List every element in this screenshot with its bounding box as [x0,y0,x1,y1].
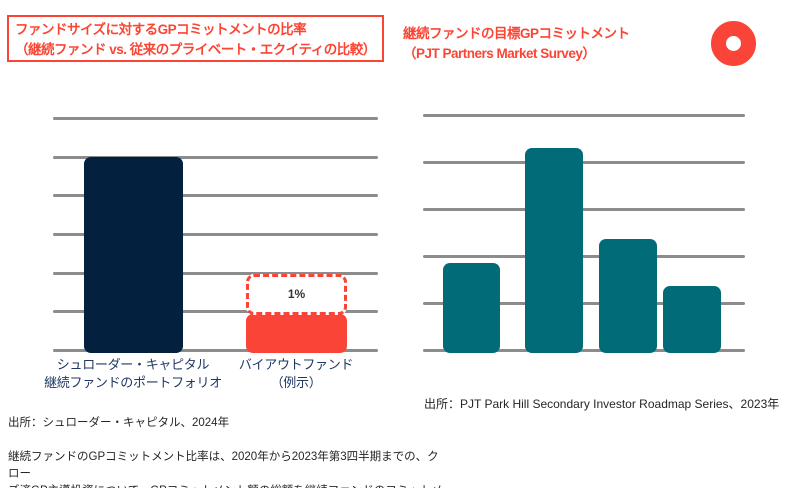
gridline [53,194,378,198]
red-donut-logo-icon [711,21,756,66]
left-chart-bar2-label: バイアウトファンド （例示） [236,356,356,392]
left-chart-source: 出所：シュローダー・キャピタル、2024年 [8,417,230,429]
gridline [53,271,378,275]
gridline [53,310,378,314]
right-chart-title: 継続ファンドの目標GPコミットメント （PJT Partners Market … [397,21,693,63]
survey-bar-3 [599,238,657,353]
gridline [423,302,745,305]
gridline [423,349,745,352]
left-chart-title: ファンドサイズに対するGPコミットメントの比率 （継続ファンド vs. 従来のプ… [7,15,384,62]
bar2-label-line2: （例示） [270,375,322,390]
gridline [53,155,378,159]
dashed-range-box: 1% [246,273,347,315]
right-chart-title-line2: （PJT Partners Market Survey） [403,46,596,61]
range-label: 1% [287,287,306,302]
gridline [53,117,378,120]
gridline [423,208,745,211]
right-chart-plot [423,114,745,353]
left-chart-title-line1: ファンドサイズに対するGPコミットメントの比率 [15,22,307,37]
left-chart-footnote: 出所：シュローダー・キャピタル、2024年 継続ファンドのGPコミットメント比率… [8,398,448,488]
right-chart-title-line1: 継続ファンドの目標GPコミットメント [403,26,630,41]
left-chart-title-line2: （継続ファンド vs. 従来のプライベート・エクイティの比較） [15,42,376,57]
bar1-label-line1: シュローダー・キャピタル [56,357,210,372]
survey-bar-2 [525,148,583,353]
left-chart-bar1-label: シュローダー・キャピタル 継続ファンドのポートフォリオ [38,356,228,392]
survey-bar-1 [443,262,500,353]
gridline [423,161,745,164]
right-chart-source: 出所：PJT Park Hill Secondary Investor Road… [424,397,780,411]
gridline [423,255,745,258]
gridline [53,349,378,352]
left-chart-note: 継続ファンドのGPコミットメント比率は、2020年から2023年第3四半期までの… [8,451,443,488]
gridline [53,233,378,236]
survey-bar-4 [663,286,721,353]
left-chart-plot: 1% [53,117,378,353]
buyout-fund-bar [246,313,347,353]
bar1-label-line2: 継続ファンドのポートフォリオ [44,375,222,390]
gridline [423,114,745,117]
bar2-label-line1: バイアウトファンド [238,357,354,372]
continuation-fund-bar [84,157,183,353]
